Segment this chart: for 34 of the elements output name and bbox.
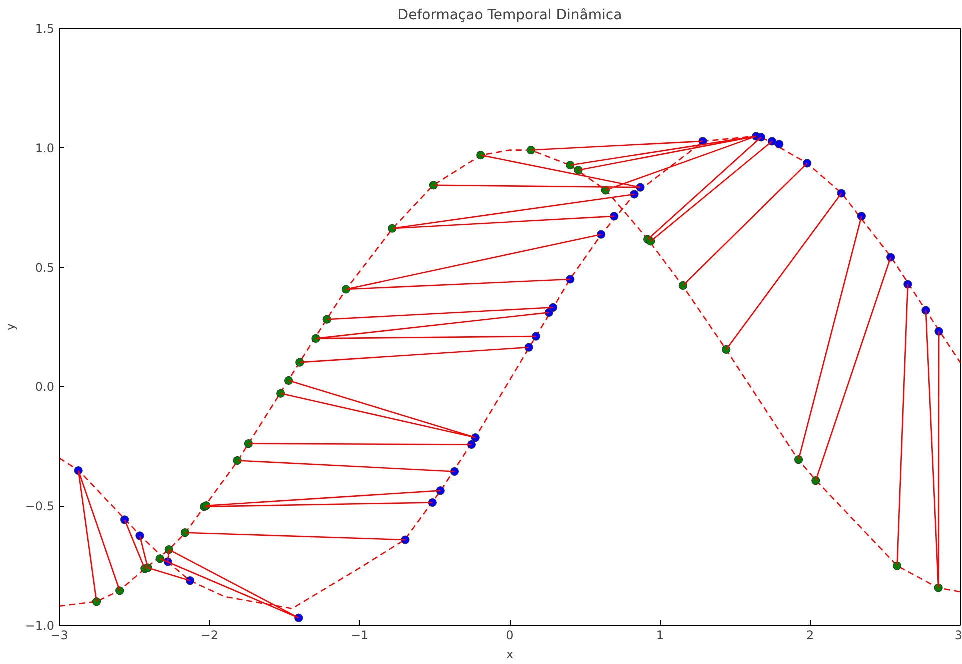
y-tick-label: 1.0 bbox=[35, 141, 55, 156]
point bbox=[116, 586, 124, 596]
point bbox=[934, 327, 944, 336]
point bbox=[136, 532, 144, 540]
point bbox=[630, 190, 639, 199]
point bbox=[934, 584, 943, 592]
x-tick-label: 2 bbox=[806, 628, 814, 642]
point bbox=[794, 455, 804, 464]
y-tick-label: 1.5 bbox=[35, 22, 55, 36]
point bbox=[296, 358, 304, 367]
point bbox=[610, 212, 619, 221]
point bbox=[401, 536, 410, 544]
y-axis-title: y bbox=[3, 323, 18, 331]
y-tick-label: −0.5 bbox=[25, 500, 54, 514]
point bbox=[775, 140, 784, 149]
point bbox=[322, 315, 332, 324]
point bbox=[436, 486, 445, 496]
point bbox=[532, 332, 540, 341]
point bbox=[180, 528, 190, 538]
x-tick-label: −1 bbox=[350, 628, 369, 642]
x-axis-title: x bbox=[506, 648, 514, 662]
x-tick-label: 0 bbox=[506, 628, 514, 642]
point bbox=[922, 306, 930, 315]
x-tick-label: 3 bbox=[954, 628, 962, 642]
point bbox=[429, 181, 438, 190]
y-tick-label: 0.0 bbox=[35, 380, 55, 394]
x-tick-label: 1 bbox=[656, 628, 664, 642]
point bbox=[566, 275, 575, 284]
y-tick-label: 0.5 bbox=[35, 260, 55, 275]
point bbox=[812, 476, 820, 486]
chart-title: Deformaçao Temporal Dinâmica bbox=[398, 8, 622, 24]
point bbox=[186, 576, 195, 586]
x-tick-label: −2 bbox=[200, 628, 219, 642]
point bbox=[476, 151, 486, 160]
